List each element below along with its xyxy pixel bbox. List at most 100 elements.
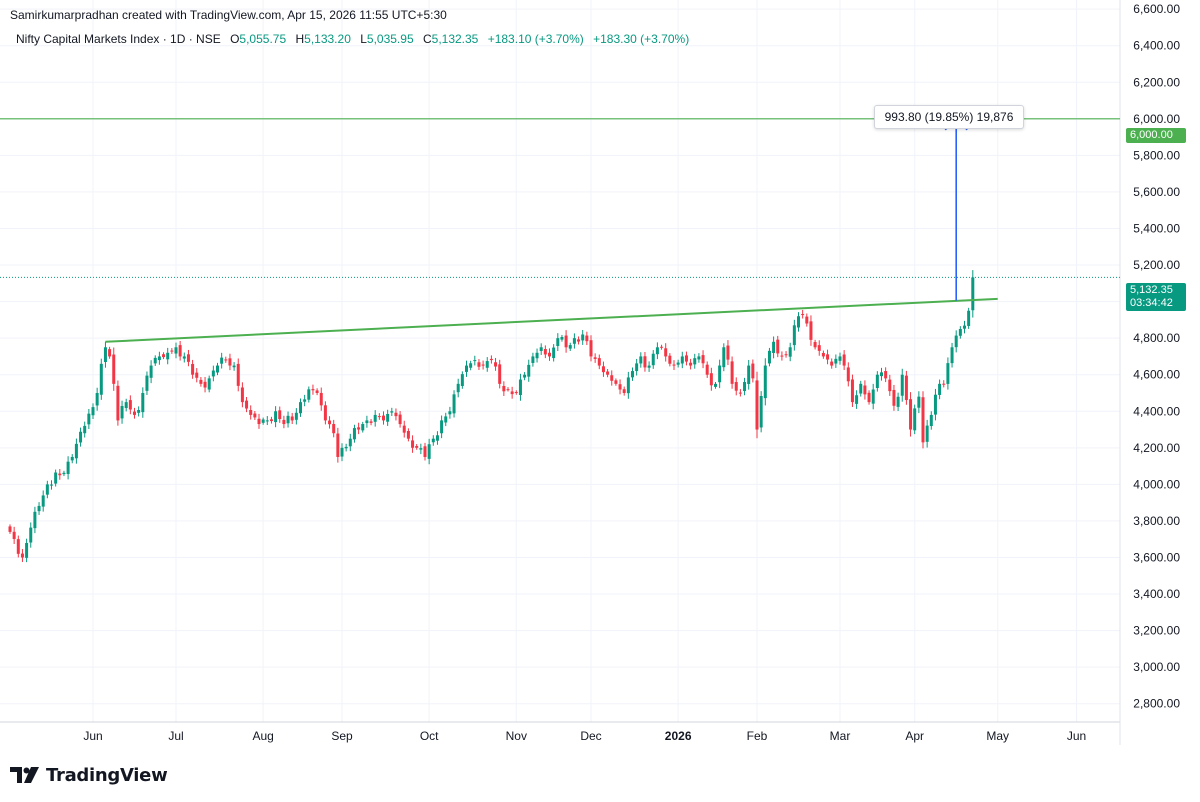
price-axis-labels: 2,800.00 3,000.00 3,200.00 3,400.00 3,600.00… <box>1133 2 1180 711</box>
candle-body <box>606 371 610 375</box>
candle-body <box>290 416 294 421</box>
candle-body <box>610 375 614 381</box>
candle-body <box>971 277 975 311</box>
candle-body <box>560 336 564 340</box>
price-tick-label: 4,800.00 <box>1133 331 1180 345</box>
candle-body <box>689 362 693 366</box>
candle-body <box>552 347 556 359</box>
candle-body <box>950 347 954 364</box>
candle-body <box>157 356 161 361</box>
candle-body <box>282 419 286 425</box>
candle-body <box>406 430 410 439</box>
tradingview-logo-icon <box>10 766 40 784</box>
candle-body <box>70 456 74 461</box>
candle-body <box>697 356 701 360</box>
candle-body <box>253 413 257 418</box>
candle-body <box>133 411 136 415</box>
candle-body <box>929 414 933 427</box>
candle-body <box>514 392 518 394</box>
candle-body <box>813 342 817 348</box>
candle-body <box>361 424 365 431</box>
candle-body <box>62 472 66 475</box>
change-value: +183.10 (+3.70%) <box>487 32 584 46</box>
candle-body <box>863 385 867 395</box>
candle-body <box>792 325 796 346</box>
candle-body <box>12 531 16 539</box>
candle-body <box>220 357 224 364</box>
target-line-layer <box>0 118 1120 278</box>
candle-body <box>714 383 717 387</box>
candle-body <box>531 356 535 363</box>
candle-body <box>755 380 759 430</box>
candle-body <box>564 335 568 348</box>
candle-body <box>294 412 298 420</box>
low-label: L <box>360 32 367 46</box>
candle-body <box>303 399 307 402</box>
high-value: 5,133.20 <box>304 32 351 46</box>
measure-readout[interactable]: 993.80 (19.85%) 19,876 <box>874 105 1024 129</box>
candle-body <box>394 412 398 417</box>
last-price-tag: 5,132.35 03:34:42 <box>1126 283 1186 311</box>
candle-body <box>830 361 834 366</box>
candle-body <box>809 321 813 340</box>
candle-body <box>518 379 522 396</box>
price-tick-label: 6,000.00 <box>1133 112 1180 126</box>
time-tick-label: Sep <box>331 729 353 743</box>
candle-body <box>199 379 203 384</box>
time-tick-label: Oct <box>420 729 439 743</box>
candle-body <box>655 347 659 355</box>
candle-body <box>900 374 904 396</box>
price-tick-label: 2,800.00 <box>1133 697 1180 711</box>
tradingview-brand[interactable]: TradingView <box>10 762 168 788</box>
candle-body <box>523 374 527 378</box>
candle-body <box>278 410 282 420</box>
candle-body <box>743 382 747 392</box>
countdown-timer: 03:34:42 <box>1130 297 1173 309</box>
candle-body <box>108 349 112 357</box>
candle-body <box>269 419 273 422</box>
candle-body <box>639 356 643 364</box>
candle-body <box>917 396 921 408</box>
price-tick-label: 3,600.00 <box>1133 550 1180 564</box>
candle-body <box>440 420 444 434</box>
price-tick-label: 3,200.00 <box>1133 624 1180 638</box>
candle-body <box>664 348 668 357</box>
candle-body <box>693 358 697 365</box>
candle-body <box>817 345 821 351</box>
candle-body <box>801 314 805 316</box>
candle-body <box>382 415 385 421</box>
candle-body <box>548 352 551 357</box>
candle-body <box>352 428 356 440</box>
candle-body <box>448 411 452 415</box>
candle-body <box>116 385 120 421</box>
candle-body <box>498 364 502 384</box>
candle-body <box>726 345 730 360</box>
candle-body <box>240 387 244 403</box>
tradingview-wordmark: TradingView <box>46 764 168 786</box>
price-tick-label: 3,400.00 <box>1133 587 1180 601</box>
candle-body <box>958 329 962 336</box>
change-value-2: +183.30 (+3.70%) <box>593 32 690 46</box>
candle-body <box>821 352 825 357</box>
candle-body <box>597 358 601 366</box>
open-label: O <box>230 32 240 46</box>
candle-body <box>635 363 639 372</box>
candle-body <box>838 356 842 361</box>
candle-body <box>245 400 249 409</box>
candle-body <box>99 363 103 395</box>
candle-body <box>29 527 33 543</box>
candle-body <box>543 349 547 355</box>
candle-body <box>535 352 539 359</box>
candle-body <box>875 374 879 389</box>
low-value: 5,035.95 <box>366 32 414 46</box>
candle-body <box>435 435 439 441</box>
candle-body <box>45 484 49 495</box>
candle-body <box>365 420 369 424</box>
candle-body <box>398 414 402 425</box>
symbol-name[interactable]: Nifty Capital Markets Index · 1D · NSE <box>16 32 221 46</box>
candle-body <box>871 389 875 404</box>
resistance-trendline[interactable] <box>105 297 998 343</box>
candle-body <box>759 396 763 428</box>
candle-body <box>855 395 859 404</box>
